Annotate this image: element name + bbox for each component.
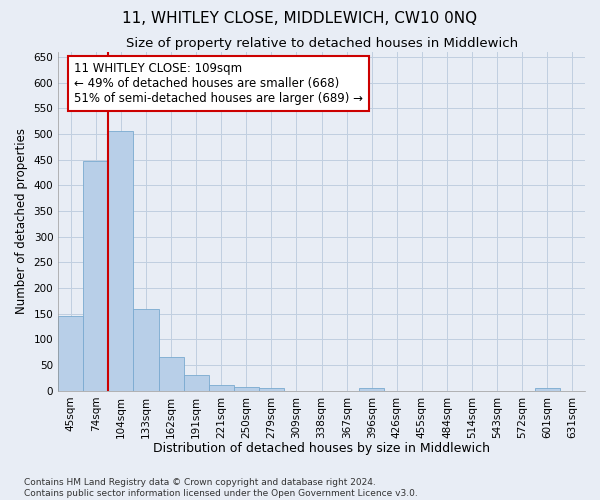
Bar [83, 161, 109, 391]
Bar [234, 387, 259, 391]
Bar [109, 132, 133, 391]
Bar [535, 388, 560, 391]
Text: 11 WHITLEY CLOSE: 109sqm
← 49% of detached houses are smaller (668)
51% of semi-: 11 WHITLEY CLOSE: 109sqm ← 49% of detach… [74, 62, 363, 105]
Bar [209, 384, 234, 391]
X-axis label: Distribution of detached houses by size in Middlewich: Distribution of detached houses by size … [153, 442, 490, 455]
Bar [133, 308, 158, 391]
Bar [359, 388, 385, 391]
Bar [184, 376, 209, 391]
Text: 11, WHITLEY CLOSE, MIDDLEWICH, CW10 0NQ: 11, WHITLEY CLOSE, MIDDLEWICH, CW10 0NQ [122, 11, 478, 26]
Text: Contains HM Land Registry data © Crown copyright and database right 2024.
Contai: Contains HM Land Registry data © Crown c… [24, 478, 418, 498]
Bar [158, 358, 184, 391]
Bar [58, 316, 83, 391]
Title: Size of property relative to detached houses in Middlewich: Size of property relative to detached ho… [125, 38, 518, 51]
Y-axis label: Number of detached properties: Number of detached properties [15, 128, 28, 314]
Bar [259, 388, 284, 391]
